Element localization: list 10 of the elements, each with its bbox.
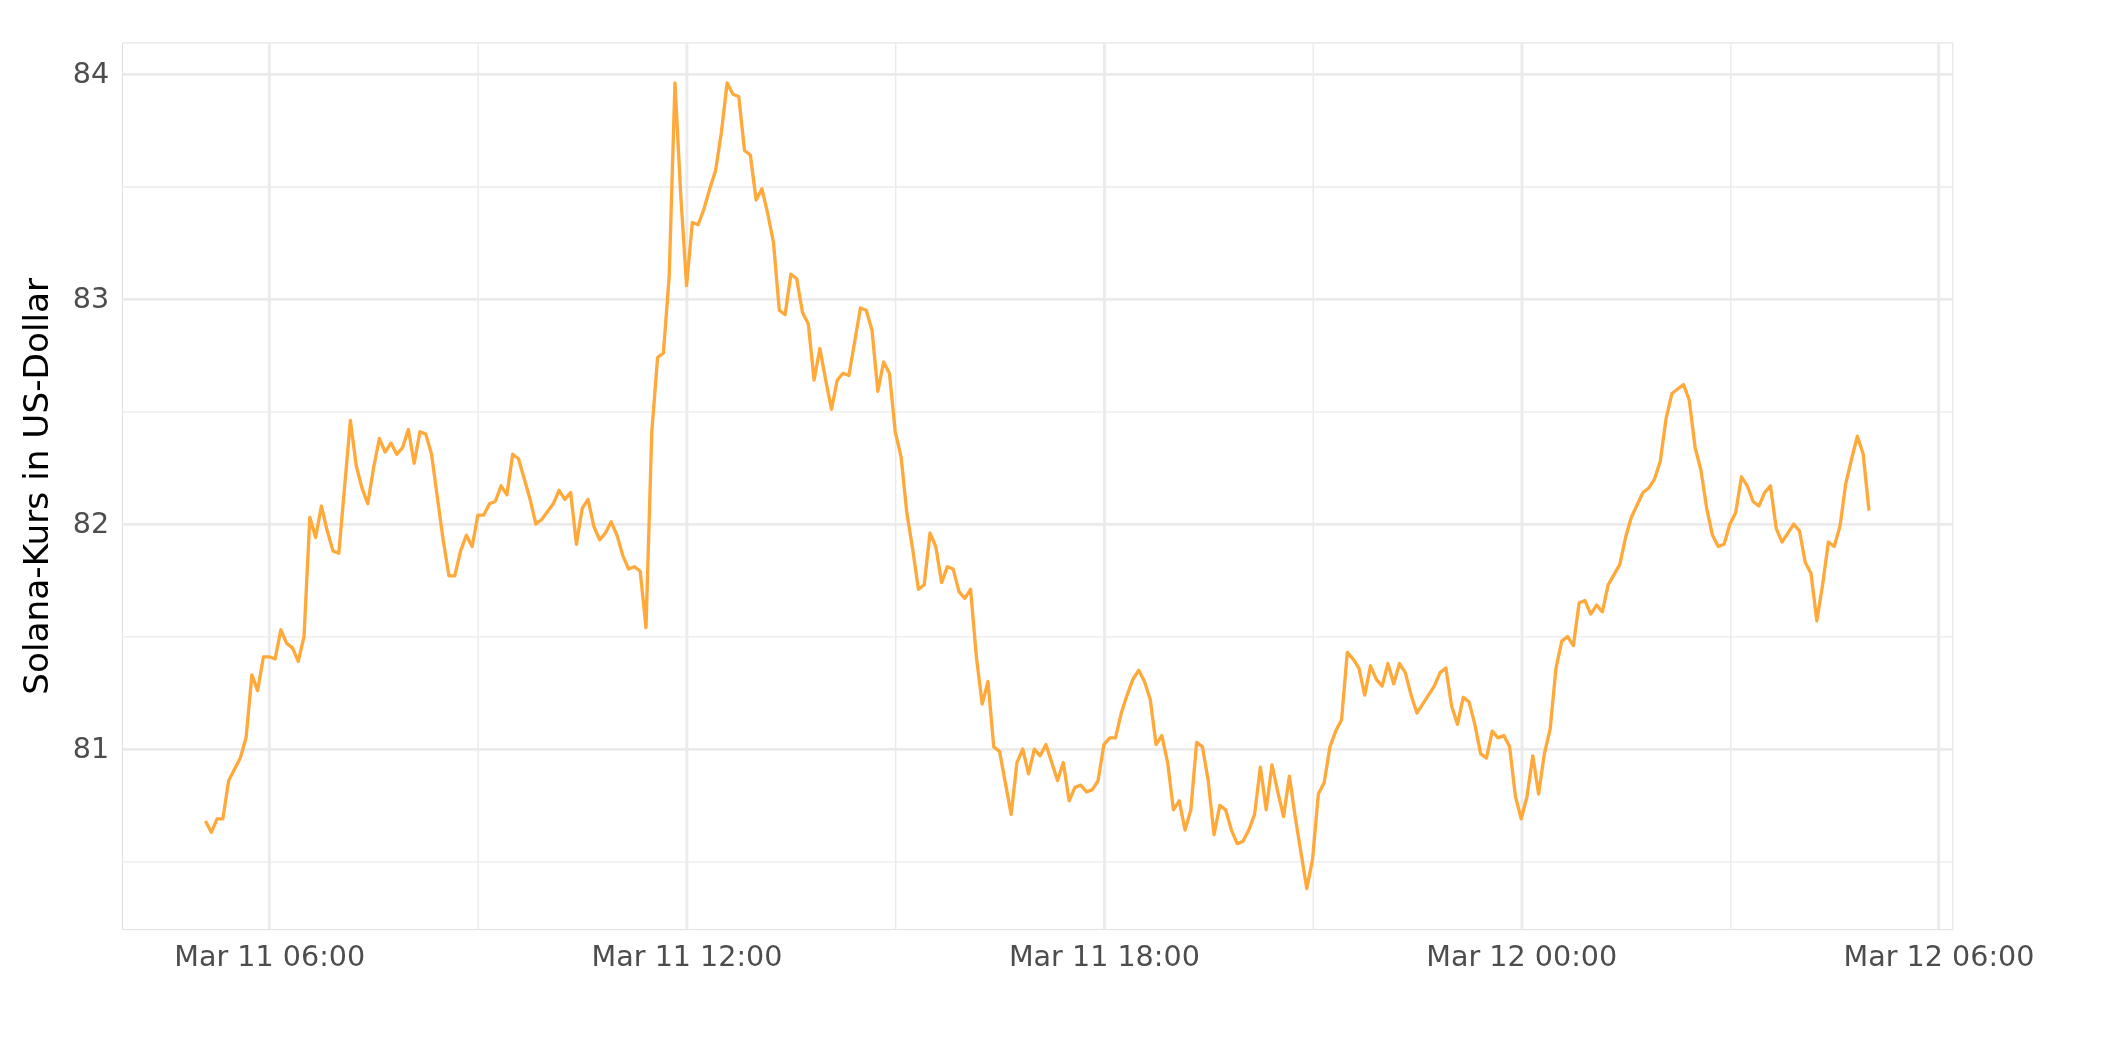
y-tick-label: 83 xyxy=(72,281,110,316)
y-tick-label: 81 xyxy=(72,731,110,766)
y-tick-label: 82 xyxy=(72,506,110,541)
x-tick-label: Mar 11 12:00 xyxy=(591,938,783,973)
y-tick-label: 84 xyxy=(72,56,110,91)
x-tick-label: Mar 12 06:00 xyxy=(1843,938,2035,973)
x-tick-label: Mar 11 06:00 xyxy=(174,938,366,973)
y-axis-title: Solana-Kurs in US-Dollar xyxy=(15,276,56,695)
x-tick-label: Mar 11 18:00 xyxy=(1008,938,1200,973)
x-tick-label: Mar 12 00:00 xyxy=(1426,938,1618,973)
